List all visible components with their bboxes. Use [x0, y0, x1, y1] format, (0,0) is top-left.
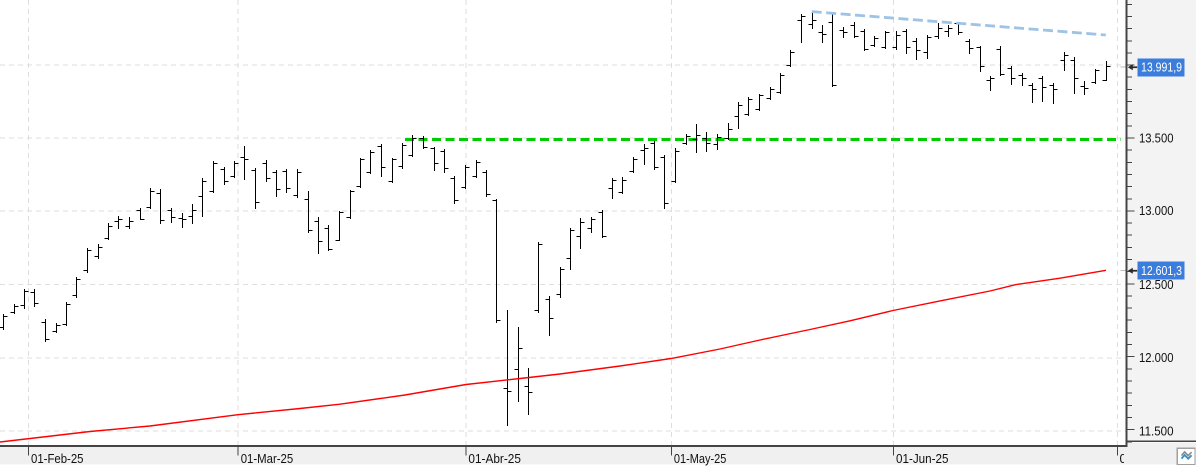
svg-text:01-Mar-25: 01-Mar-25: [241, 452, 294, 466]
svg-text:13.991,9: 13.991,9: [1141, 61, 1182, 75]
svg-text:12.500: 12.500: [1139, 278, 1174, 292]
svg-text:12.000: 12.000: [1139, 351, 1174, 365]
svg-text:01-Jun-25: 01-Jun-25: [896, 452, 949, 466]
svg-text:01-May-25: 01-May-25: [674, 452, 727, 466]
svg-text:11.500: 11.500: [1139, 425, 1174, 439]
svg-text:13.000: 13.000: [1139, 204, 1174, 218]
svg-text:01-Abr-25: 01-Abr-25: [468, 452, 521, 466]
svg-text:12.601,3: 12.601,3: [1141, 264, 1182, 278]
svg-text:13.500: 13.500: [1139, 131, 1174, 145]
svg-text:01-Feb-25: 01-Feb-25: [31, 452, 84, 466]
